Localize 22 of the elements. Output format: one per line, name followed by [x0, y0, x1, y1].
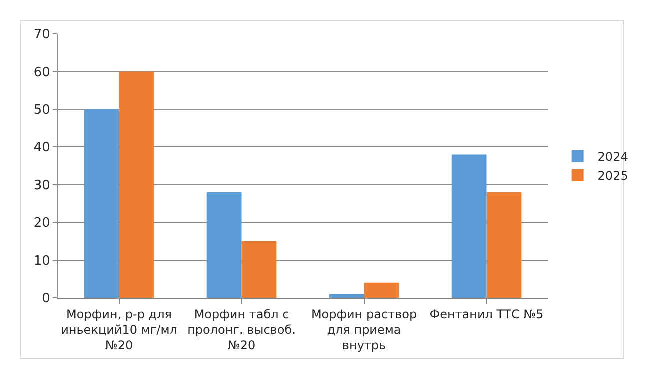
x-tick-label: Фентанил ТТС №5 — [430, 307, 544, 322]
y-tick-label: 40 — [34, 140, 50, 156]
bar — [364, 282, 400, 298]
y-tick-label: 10 — [34, 254, 50, 269]
bar — [329, 294, 364, 298]
y-tick-label: 70 — [34, 28, 50, 43]
bar — [206, 192, 242, 298]
x-tick-label: Морфин, р-р для иньекций10 мг/мл №20 — [61, 307, 178, 353]
legend-label: 2025 — [598, 169, 628, 184]
y-tick-label: 50 — [34, 102, 50, 118]
y-tick-label: 30 — [34, 178, 50, 194]
x-tick-label: Морфин раствор для приема внутрь — [311, 307, 418, 353]
bar — [242, 241, 277, 298]
y-tick-label: 0 — [42, 292, 50, 307]
bar — [486, 192, 522, 298]
x-tick-label: Морфин табл с пролонг. высвоб. №20 — [188, 307, 296, 353]
bar — [119, 72, 154, 298]
legend-label: 2024 — [598, 150, 628, 164]
bar — [84, 109, 120, 298]
bar — [452, 154, 487, 298]
y-tick-label: 20 — [34, 216, 50, 232]
y-tick-label: 60 — [34, 65, 50, 80]
